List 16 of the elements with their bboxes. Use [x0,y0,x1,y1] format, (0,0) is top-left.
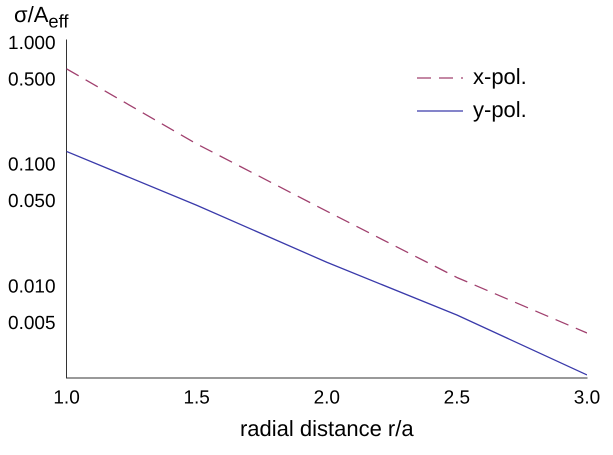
x-tick-label: 2.5 [444,387,470,408]
y-tick-label: 0.100 [8,154,56,176]
y-tick-label: 1.000 [8,32,56,54]
y-tick-label: 0.010 [8,276,56,298]
x-tick-label: 3.0 [574,387,600,408]
line-series [66,68,587,334]
x-tick-label: 1.5 [183,387,210,408]
legend-label: y-pol. [473,97,527,122]
y-tick-label: 0.500 [8,69,56,90]
x-tick-label: 2.0 [314,387,340,408]
y-axis-title: σ/A$_{eff}$ [14,2,68,32]
legend-label: x-pol. [473,64,527,90]
x-axis-title: radial distance r/a [240,416,414,441]
y-tick-label: 0.050 [8,191,56,212]
y-tick-label: 0.005 [8,313,56,334]
x-tick-label: 1.0 [53,387,80,408]
